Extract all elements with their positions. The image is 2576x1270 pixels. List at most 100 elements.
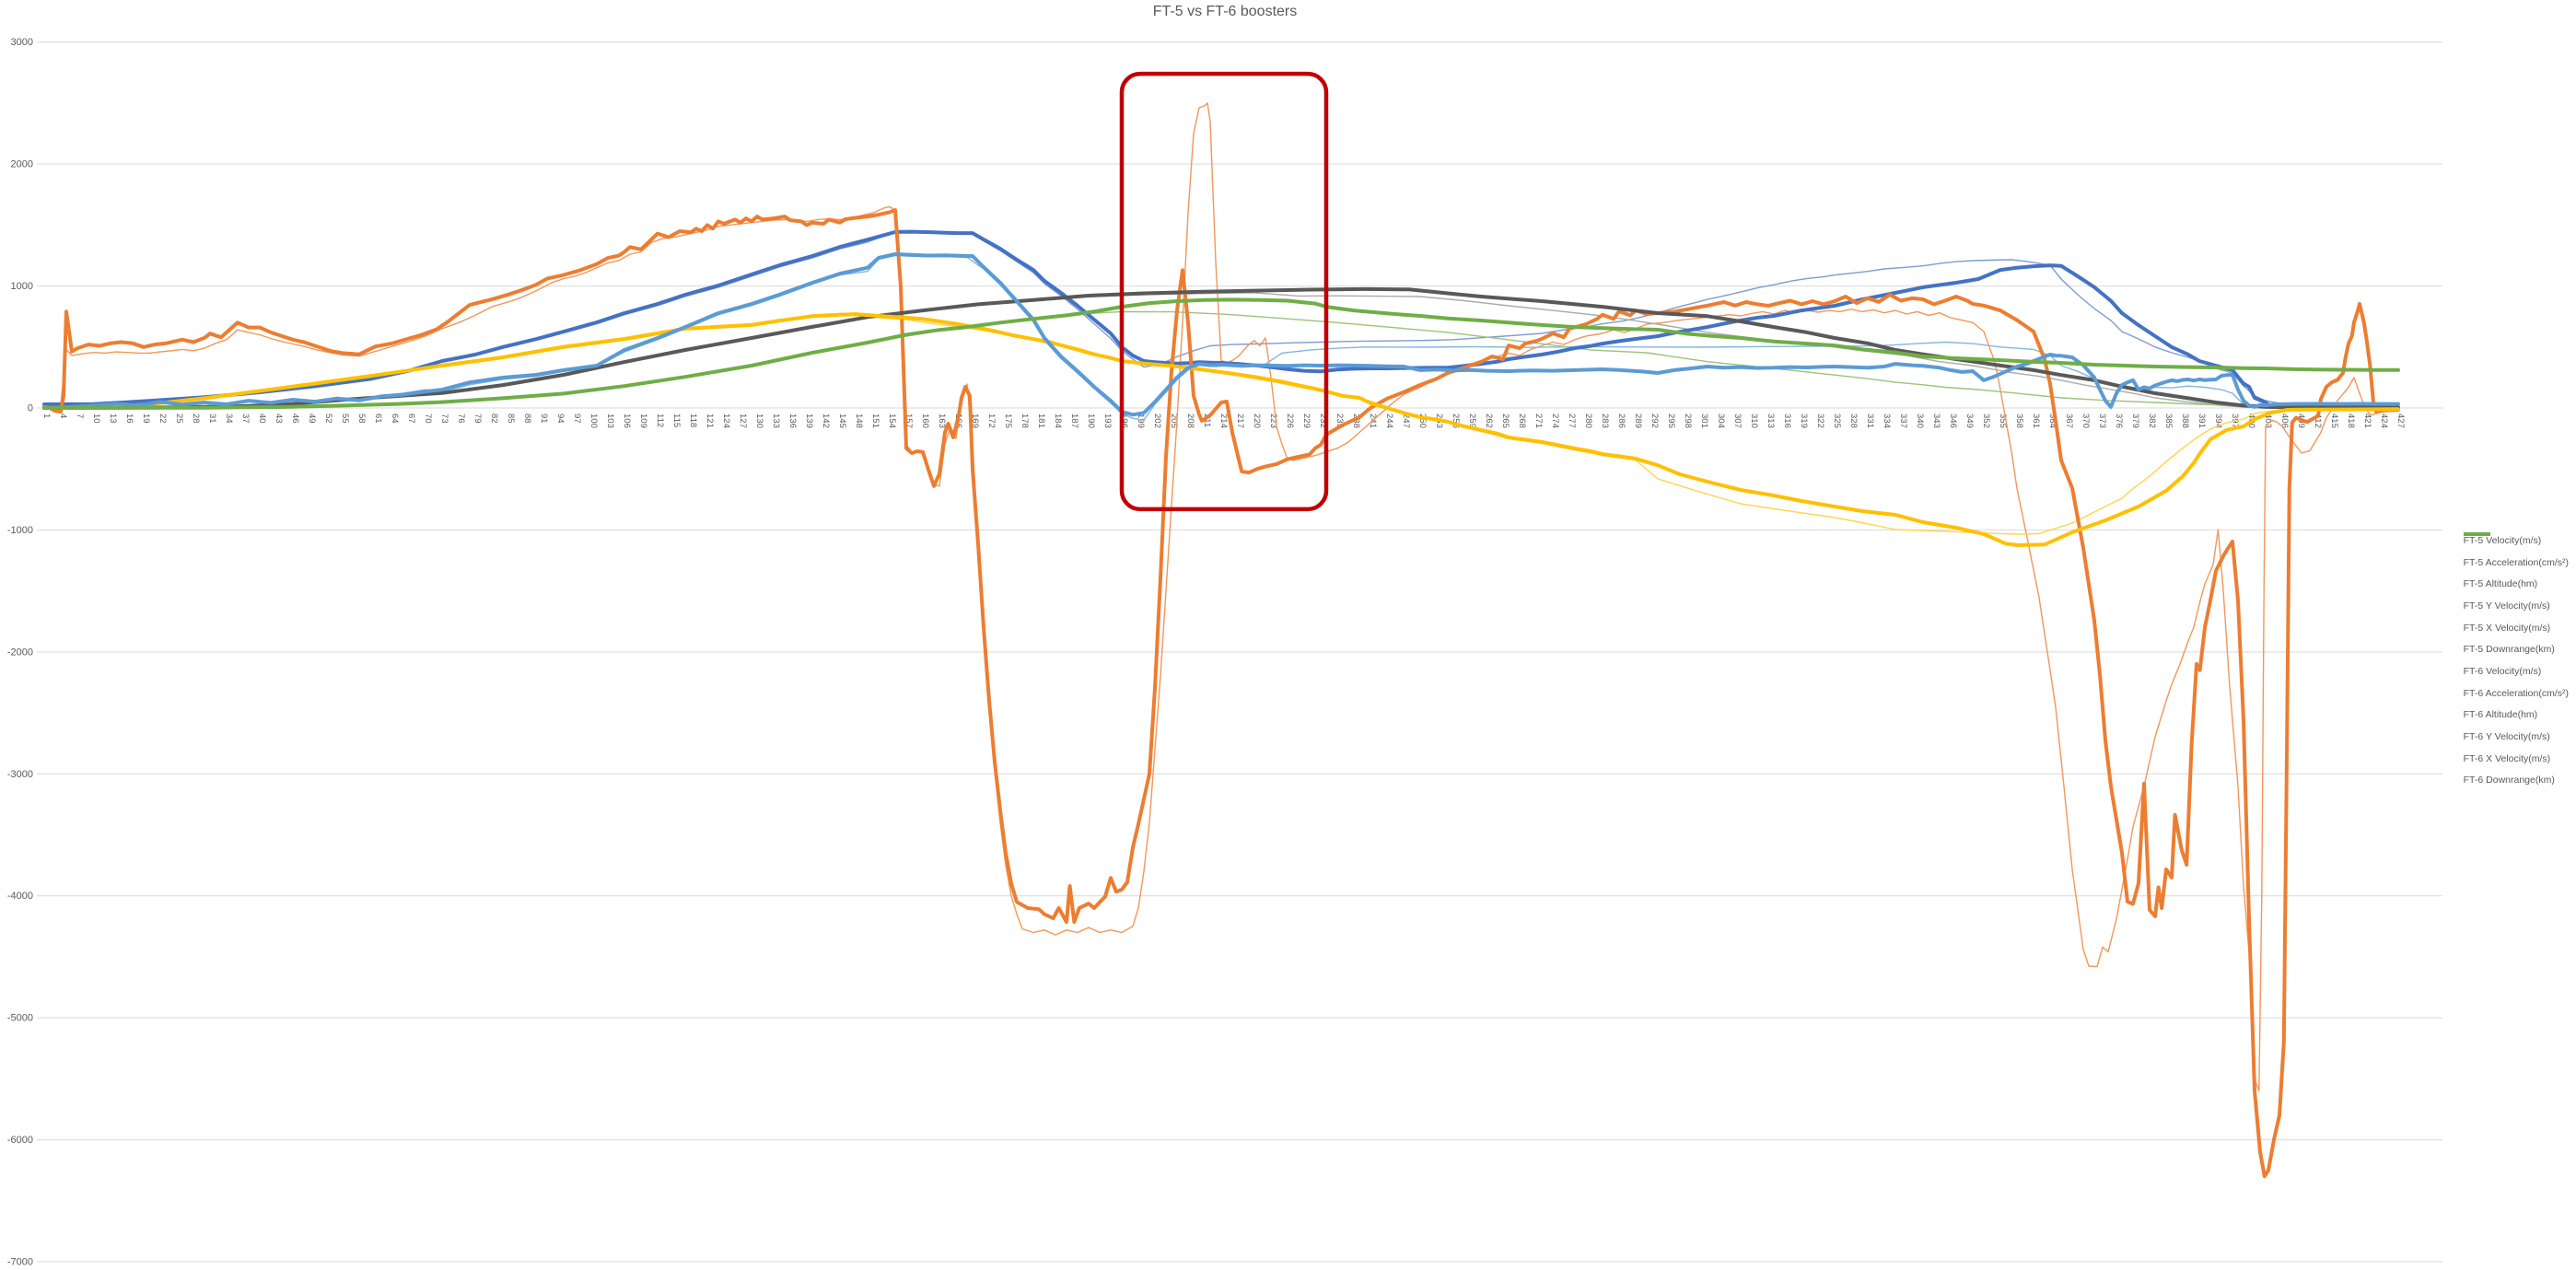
x-axis-tick-label: 163 xyxy=(937,414,947,428)
x-axis-tick-label: 151 xyxy=(870,414,880,428)
annotation-rectangle xyxy=(1119,71,1329,512)
x-axis-tick-label: 232 xyxy=(1318,414,1328,428)
x-axis-tick-label: 13 xyxy=(108,414,118,424)
legend-item[interactable]: FT-6 Downrange(km) xyxy=(2463,532,2569,792)
chart-title: FT-5 vs FT-6 boosters xyxy=(1152,4,1298,19)
x-axis-tick-label: 1 xyxy=(41,414,52,418)
x-axis-tick-label: 49 xyxy=(307,414,317,424)
x-axis-tick-label: 283 xyxy=(1600,414,1610,428)
x-axis-tick-label: 88 xyxy=(522,414,532,424)
x-axis-tick-label: 22 xyxy=(157,414,168,424)
y-axis-tick-label: -5000 xyxy=(7,1013,33,1024)
series-line-ft-5-velocity-m-s- xyxy=(43,231,2399,406)
x-axis-tick-label: 229 xyxy=(1301,414,1311,428)
series-line-ft-6-acceleration-cm-s- xyxy=(42,208,2400,1179)
legend-item[interactable]: FT-6 X Velocity(m/s) xyxy=(2463,532,2569,770)
x-axis-tick-label: 61 xyxy=(373,414,383,424)
x-axis-tick-label: 262 xyxy=(1484,414,1494,428)
x-axis-tick-label: 334 xyxy=(1882,414,1892,428)
x-axis-tick-label: 355 xyxy=(1998,414,2008,428)
legend-item[interactable]: FT-6 Altitude(hm) xyxy=(2463,532,2569,727)
x-axis-tick-label: 274 xyxy=(1550,414,1560,428)
x-axis-tick-label: 286 xyxy=(1616,414,1626,428)
x-axis-tick-label: 97 xyxy=(572,414,582,424)
x-axis-tick-label: 58 xyxy=(356,414,367,424)
legend-item[interactable]: FT-5 Y Velocity(m/s) xyxy=(2463,533,2569,617)
x-axis-tick-label: 202 xyxy=(1152,414,1162,428)
x-axis-tick-label: 7 xyxy=(75,414,85,418)
x-axis-tick-label: 373 xyxy=(2097,414,2107,428)
x-axis-tick-label: 220 xyxy=(1252,414,1262,428)
x-axis-tick-label: 307 xyxy=(1732,414,1743,428)
y-axis-tick-label: -4000 xyxy=(7,891,33,902)
x-axis-tick-label: 214 xyxy=(1218,414,1229,428)
legend-label: FT-6 Altitude(hm) xyxy=(2463,709,2538,721)
legend-label: FT-6 X Velocity(m/s) xyxy=(2463,752,2551,764)
x-axis-tick-label: 76 xyxy=(456,414,466,424)
x-axis-tick-label: 100 xyxy=(589,414,599,428)
x-axis-tick-label: 34 xyxy=(224,414,234,424)
x-axis-tick-label: 55 xyxy=(340,414,350,424)
series-line-ft-6-downrange-km- xyxy=(42,297,2400,410)
x-axis-tick-label: 421 xyxy=(2362,414,2372,428)
x-axis-tick-label: 199 xyxy=(1136,414,1146,428)
legend: FT-5 Velocity(m/s) FT-5 Acceleration(cm/s… xyxy=(2463,530,2569,792)
x-axis-tick-label: 292 xyxy=(1649,414,1660,428)
legend-item[interactable]: FT-5 Altitude(hm) xyxy=(2463,533,2569,595)
x-axis-tick-label: 340 xyxy=(1915,414,1925,428)
legend-item[interactable]: FT-5 Acceleration(cm/s²) xyxy=(2463,533,2569,574)
legend-label: FT-5 Acceleration(cm/s²) xyxy=(2463,556,2569,568)
y-axis-tick-label: 2000 xyxy=(11,159,33,170)
legend-line-swatch xyxy=(2463,532,2490,536)
x-axis-tick-label: 289 xyxy=(1633,414,1643,428)
x-axis-tick-label: 73 xyxy=(439,414,449,424)
x-axis-tick-label: 160 xyxy=(920,414,930,428)
legend-item[interactable]: FT-6 Y Velocity(m/s) xyxy=(2463,532,2569,748)
x-axis-tick-label: 223 xyxy=(1268,414,1278,428)
x-axis-tick-label: 121 xyxy=(705,414,715,428)
legend-label: FT-5 Altitude(hm) xyxy=(2463,578,2538,590)
x-axis-tick-label: 385 xyxy=(2163,414,2174,428)
x-axis-tick-label: 181 xyxy=(1036,414,1046,428)
legend-item[interactable]: FT-5 X Velocity(m/s) xyxy=(2463,533,2569,639)
x-axis-tick-label: 40 xyxy=(257,414,267,424)
y-axis-tick-label: 3000 xyxy=(11,37,33,48)
x-axis-tick-label: 175 xyxy=(1003,414,1013,428)
x-axis-tick-label: 280 xyxy=(1583,414,1593,428)
x-axis-tick-label: 265 xyxy=(1500,414,1510,428)
x-axis-tick-label: 379 xyxy=(2130,414,2140,428)
x-axis-tick-label: 4 xyxy=(58,414,68,418)
x-axis-tick-label: 139 xyxy=(804,414,814,428)
legend-label: FT-5 X Velocity(m/s) xyxy=(2463,622,2551,634)
x-axis-tick-label: 109 xyxy=(638,414,648,428)
x-axis-tick-label: 172 xyxy=(986,414,997,428)
legend-item[interactable]: FT-5 Downrange(km) xyxy=(2463,533,2569,660)
x-axis-tick-label: 52 xyxy=(323,414,333,424)
series-line-ft-6-x-velocity-m-s- xyxy=(42,252,2400,417)
x-axis-tick-label: 211 xyxy=(1202,414,1212,427)
x-axis-tick-label: 187 xyxy=(1069,414,1079,428)
legend-label: FT-6 Y Velocity(m/s) xyxy=(2463,731,2550,743)
legend-item[interactable]: FT-6 Velocity(m/s) xyxy=(2463,532,2569,682)
x-axis-tick-label: 361 xyxy=(2031,414,2041,428)
x-axis-tick-label: 103 xyxy=(605,414,615,428)
x-axis-tick-label: 424 xyxy=(2379,414,2389,428)
series-line-ft-6-velocity-m-s- xyxy=(42,229,2400,410)
x-axis-tick-label: 382 xyxy=(2147,414,2157,428)
x-axis-tick-label: 301 xyxy=(1699,414,1709,428)
x-axis-tick-label: 328 xyxy=(1848,414,1859,428)
x-axis-tick-label: 28 xyxy=(191,414,201,424)
x-axis-tick-label: 37 xyxy=(240,414,251,424)
x-axis-tick-label: 226 xyxy=(1285,414,1295,428)
x-axis-tick-label: 412 xyxy=(2313,414,2323,428)
x-axis-tick-label: 376 xyxy=(2114,414,2124,428)
x-axis-tick-label: 343 xyxy=(1931,414,1941,428)
legend-item[interactable]: FT-6 Acceleration(cm/s²) xyxy=(2463,532,2569,705)
x-axis-tick-label: 391 xyxy=(2197,414,2207,428)
x-axis-tick-label: 85 xyxy=(506,414,516,424)
x-axis-tick-label: 79 xyxy=(472,414,483,424)
series-line-ft-6-y-velocity-m-s- xyxy=(42,312,2400,547)
x-axis-tick-label: 112 xyxy=(655,414,665,427)
x-axis-tick-label: 190 xyxy=(1086,414,1096,428)
x-axis-tick-label: 136 xyxy=(787,414,798,428)
